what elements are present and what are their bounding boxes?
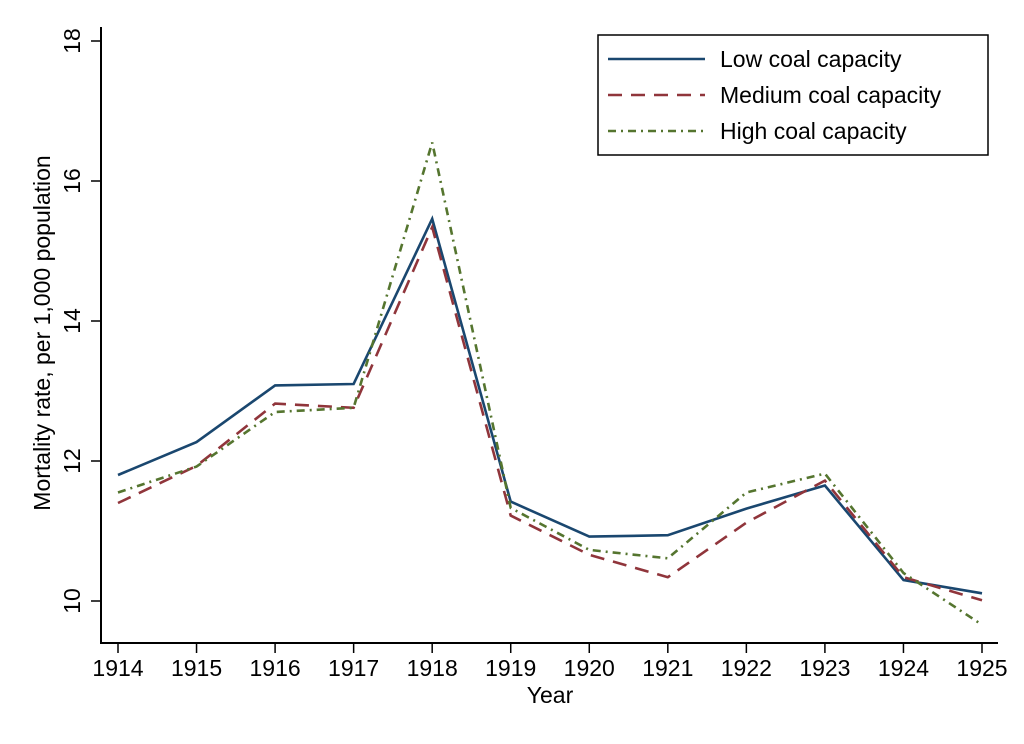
legend-items: Low coal capacity Medium coal capacity Hig… (608, 46, 942, 144)
x-tick-label: 1921 (642, 655, 693, 681)
x-tick-label: 1916 (250, 655, 301, 681)
x-ticks: 1914 1915 1916 1917 1918 1919 1920 1921 1922 1923… (92, 643, 1008, 681)
y-axis-title: Mortality rate, per 1,000 population (29, 155, 55, 510)
legend-label: Medium coal capacity (720, 82, 942, 108)
y-tick-label: 16 (59, 168, 85, 194)
x-tick-label: 1922 (721, 655, 772, 681)
y-ticks: 10 12 14 16 18 (59, 28, 101, 614)
legend: Low coal capacity Medium coal capacity Hig… (597, 34, 989, 156)
legend-label: Low coal capacity (720, 46, 902, 72)
series-line-low-coal-capacity (117, 215, 983, 595)
legend-label: High coal capacity (720, 118, 907, 144)
x-axis-title: Year (527, 682, 574, 708)
x-tick-label: 1918 (407, 655, 458, 681)
series-line-medium-coal-capacity (117, 223, 983, 602)
x-tick-label: 1920 (564, 655, 615, 681)
x-tick-label: 1923 (799, 655, 850, 681)
series-group (117, 142, 983, 626)
x-tick-label: 1914 (92, 655, 143, 681)
y-tick-label: 18 (59, 28, 85, 54)
x-tick-label: 1925 (956, 655, 1007, 681)
x-tick-label: 1924 (878, 655, 929, 681)
y-tick-label: 12 (59, 448, 85, 474)
x-tick-label: 1917 (328, 655, 379, 681)
x-tick-label: 1915 (171, 655, 222, 681)
y-tick-label: 14 (59, 308, 85, 334)
x-tick-label: 1919 (485, 655, 536, 681)
series-line-high-coal-capacity (117, 142, 983, 626)
y-tick-label: 10 (59, 588, 85, 614)
